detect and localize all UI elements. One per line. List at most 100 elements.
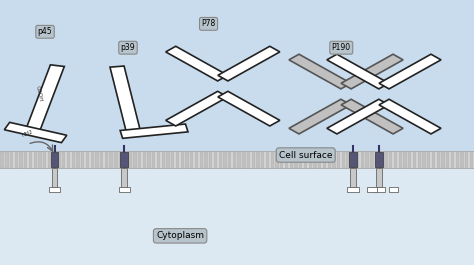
Bar (162, 152, 165, 168)
Bar (380, 152, 383, 168)
Bar (109, 152, 113, 168)
Bar (67, 152, 70, 168)
Bar (346, 152, 350, 168)
Text: NH2: NH2 (21, 130, 34, 138)
Bar (120, 152, 128, 167)
Polygon shape (26, 65, 64, 131)
Bar (456, 152, 459, 168)
Bar (376, 168, 382, 187)
Bar (242, 152, 246, 168)
Bar (422, 152, 426, 168)
Text: p45: p45 (38, 27, 52, 36)
Bar (441, 152, 445, 168)
Bar (15, 152, 18, 168)
Bar (370, 152, 374, 168)
Bar (29, 152, 32, 168)
Bar (24, 152, 27, 168)
Bar (323, 152, 326, 168)
Polygon shape (289, 54, 351, 89)
Bar (128, 152, 132, 168)
Text: P190: P190 (332, 43, 351, 52)
Text: P78: P78 (201, 19, 216, 28)
Bar (365, 152, 369, 168)
Bar (256, 152, 260, 168)
Bar (176, 152, 179, 168)
Bar (72, 152, 75, 168)
Bar (76, 152, 80, 168)
Bar (350, 168, 356, 187)
Polygon shape (341, 99, 403, 134)
Bar (384, 152, 388, 168)
Bar (0, 0, 474, 151)
Bar (223, 152, 227, 168)
Bar (427, 152, 430, 168)
Bar (374, 187, 385, 192)
Polygon shape (4, 122, 67, 143)
Bar (375, 152, 383, 167)
Bar (214, 152, 217, 168)
Bar (418, 152, 421, 168)
Bar (204, 152, 208, 168)
Bar (349, 152, 357, 167)
Bar (95, 152, 99, 168)
Bar (347, 187, 359, 192)
Bar (266, 152, 269, 168)
Bar (252, 152, 255, 168)
Polygon shape (218, 91, 280, 126)
Bar (105, 152, 108, 168)
Bar (408, 152, 411, 168)
Bar (375, 152, 378, 168)
Bar (190, 152, 193, 168)
Bar (432, 152, 435, 168)
Bar (275, 152, 279, 168)
Bar (356, 152, 359, 168)
Bar (280, 152, 283, 168)
Polygon shape (218, 46, 280, 81)
Bar (52, 168, 57, 187)
Bar (470, 152, 473, 168)
Bar (5, 152, 9, 168)
Bar (0, 152, 4, 168)
Polygon shape (110, 66, 141, 135)
Bar (118, 187, 130, 192)
Bar (181, 152, 184, 168)
Bar (209, 152, 212, 168)
Bar (389, 152, 392, 168)
Bar (34, 152, 37, 168)
Bar (465, 152, 468, 168)
Bar (124, 152, 127, 168)
Bar (290, 152, 293, 168)
Bar (51, 152, 58, 167)
Bar (367, 187, 377, 192)
Text: COOH: COOH (35, 86, 43, 103)
Bar (304, 152, 307, 168)
Text: Cytoplasm: Cytoplasm (156, 231, 204, 240)
Bar (138, 152, 141, 168)
Bar (0, 151, 474, 265)
Bar (337, 152, 340, 168)
Bar (119, 152, 122, 168)
Bar (399, 152, 402, 168)
Bar (152, 152, 155, 168)
Bar (389, 187, 398, 192)
Bar (394, 152, 397, 168)
Bar (114, 152, 118, 168)
Bar (133, 152, 137, 168)
Bar (299, 152, 302, 168)
Bar (328, 152, 331, 168)
Bar (460, 152, 464, 168)
Bar (446, 152, 449, 168)
Bar (233, 152, 236, 168)
Bar (332, 152, 336, 168)
Bar (49, 187, 60, 192)
Bar (81, 152, 84, 168)
Polygon shape (166, 91, 228, 126)
Bar (157, 152, 160, 168)
Polygon shape (379, 99, 441, 134)
Bar (451, 152, 454, 168)
Bar (43, 152, 46, 168)
Bar (228, 152, 231, 168)
Bar (91, 152, 94, 168)
Bar (86, 152, 89, 168)
Bar (285, 152, 288, 168)
